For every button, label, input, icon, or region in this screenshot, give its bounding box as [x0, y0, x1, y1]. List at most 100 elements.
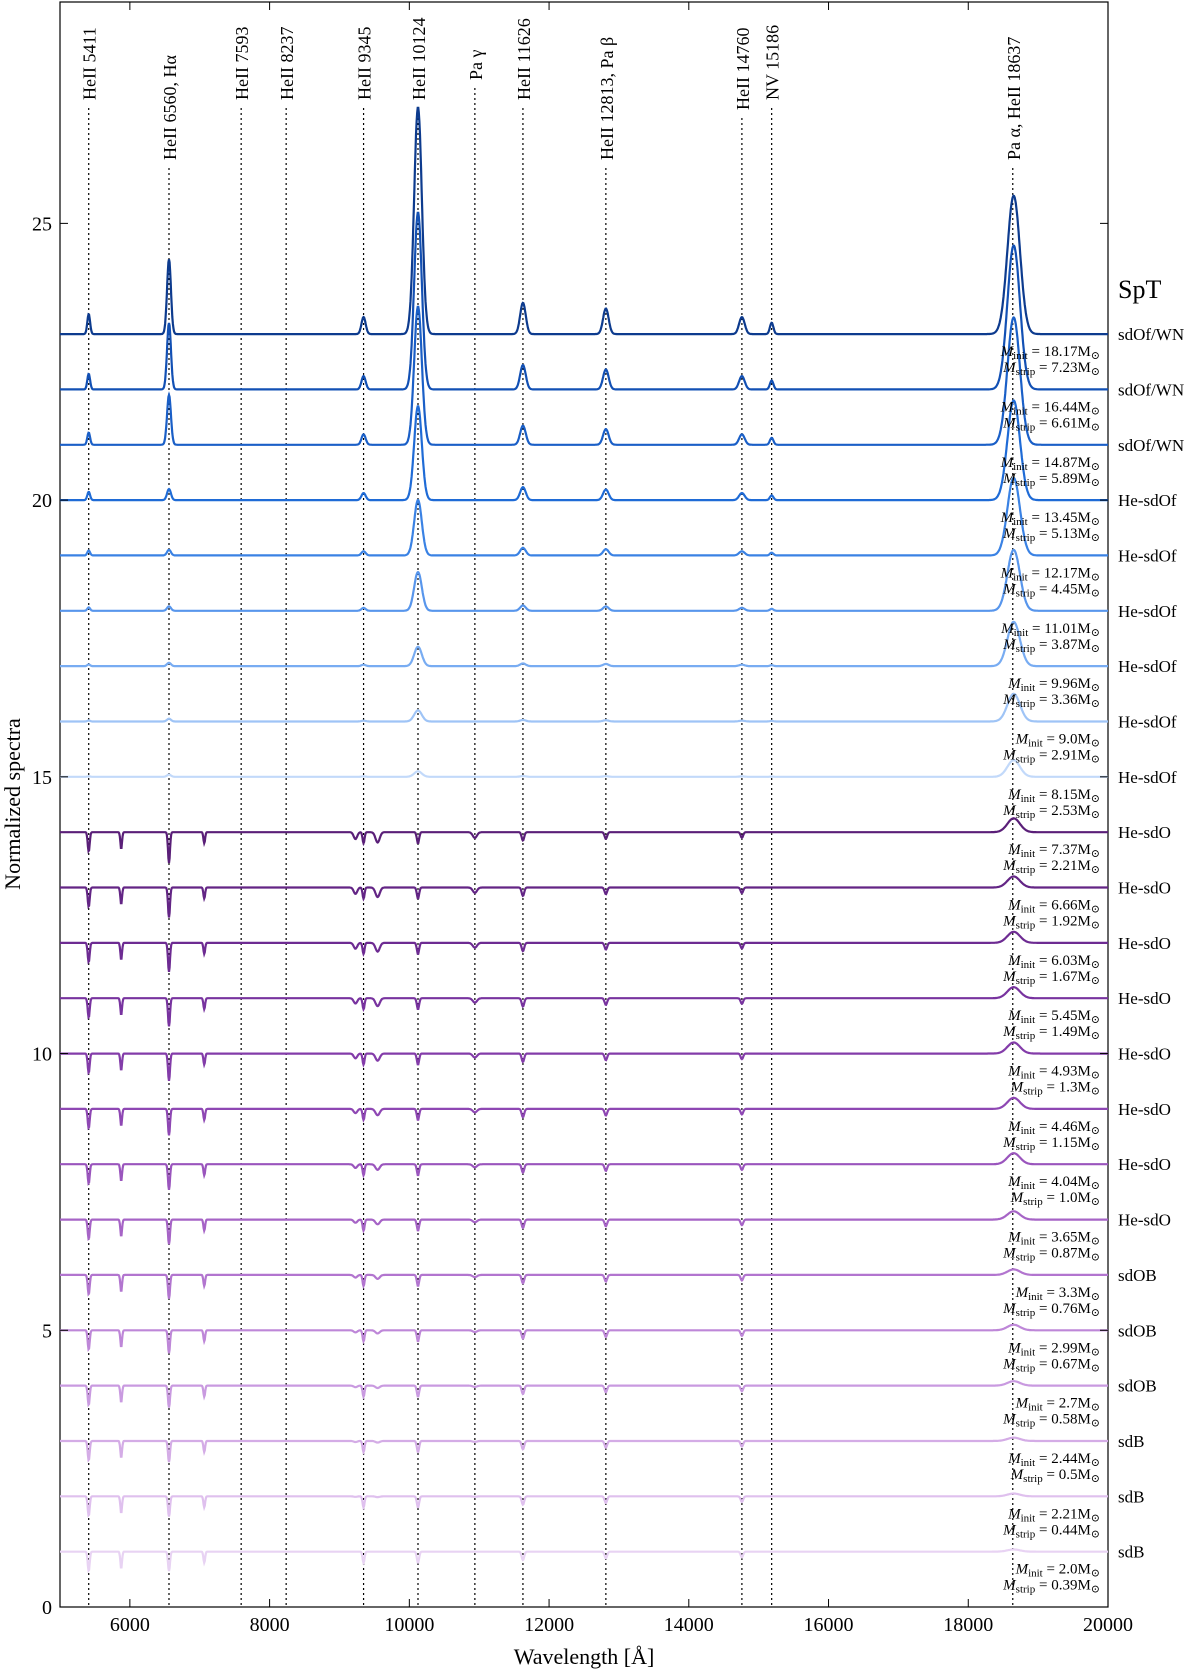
mass-init-label: Minit = 14.87M⊙: [1000, 455, 1100, 473]
x-tick-label: 10000: [384, 1614, 434, 1636]
mass-strip-label: Mstrip = 0.58M⊙: [1002, 1412, 1100, 1430]
spectrum-line: [60, 1152, 1108, 1190]
spectrum-line: [60, 985, 1108, 1027]
spectrum-line: [60, 1096, 1108, 1136]
mass-init-label: Minit = 13.45M⊙: [1000, 510, 1100, 528]
spectral-type-label: He-sdOf: [1118, 491, 1177, 510]
spectrum-line: [60, 305, 1108, 446]
spectral-type-label: sdOB: [1118, 1321, 1157, 1340]
line-marker-label: HeII 10124: [409, 18, 429, 100]
spectrum-line: [60, 106, 1108, 336]
line-marker-label: HeII 7593: [232, 27, 252, 100]
line-markers: HeII 5411 HeII 6560, Hα HeII 7593 HeII 8237…: [80, 18, 1024, 1607]
spectral-type-label: He-sdOf: [1118, 712, 1177, 731]
spectral-type-label: He-sdOf: [1118, 657, 1177, 676]
spectral-type-label: He-sdO: [1118, 1155, 1171, 1174]
mass-strip-label: Mstrip = 1.49M⊙: [1002, 1024, 1100, 1042]
line-marker-label: HeII 12813, Pa β: [597, 37, 617, 160]
spectrum-line: [60, 759, 1108, 778]
line-marker-label: HeII 8237: [277, 27, 297, 100]
spectrum-line: [60, 1210, 1108, 1245]
mass-strip-label: Mstrip = 5.89M⊙: [1002, 471, 1100, 489]
spectral-type-label: sdOB: [1118, 1266, 1157, 1285]
spectrum-line: [60, 692, 1108, 723]
spectral-type-label: sdB: [1118, 1432, 1144, 1451]
y-tick-label: 20: [32, 490, 52, 512]
mass-strip-label: Mstrip = 2.53M⊙: [1002, 803, 1100, 821]
spectrum-line: [60, 817, 1108, 864]
spectral-type-label: He-sdOf: [1118, 602, 1177, 621]
x-tick-label: 16000: [804, 1614, 854, 1636]
line-marker-label: HeII 6560, Hα: [160, 55, 180, 160]
spectral-type-label: He-sdO: [1118, 989, 1171, 1008]
spectral-type-label: sdOf/WN: [1118, 436, 1184, 455]
mass-strip-label: Mstrip = 3.87M⊙: [1002, 637, 1100, 655]
mass-strip-label: Mstrip = 1.92M⊙: [1002, 914, 1100, 932]
mass-strip-label: Mstrip = 5.13M⊙: [1002, 526, 1100, 544]
mass-strip-label: Mstrip = 2.91M⊙: [1002, 747, 1100, 765]
spectral-type-label: sdB: [1118, 1543, 1144, 1562]
mass-strip-label: Mstrip = 1.3M⊙: [1010, 1080, 1100, 1098]
plot-frame: [59, 1, 1109, 1608]
spectrum-line: [60, 1268, 1108, 1299]
spectral-type-label: sdOB: [1118, 1377, 1157, 1396]
spectral-type-label: He-sdO: [1118, 1211, 1171, 1230]
spectrum-line: [60, 1436, 1108, 1463]
spectral-type-label: He-sdOf: [1118, 768, 1177, 787]
mass-init-label: Minit = 2.7M⊙: [1015, 1396, 1100, 1414]
x-tick-label: 14000: [664, 1614, 714, 1636]
line-marker-label: NV 15186: [763, 25, 783, 100]
line-marker-label: Pa α, HeII 18637: [1004, 37, 1024, 160]
spectral-type-label: sdOf/WN: [1118, 325, 1184, 344]
spectrum-line: [60, 1380, 1108, 1408]
y-tick-label: 5: [42, 1320, 52, 1342]
spectrum-line: [60, 620, 1108, 668]
mass-strip-label: Mstrip = 1.0M⊙: [1010, 1190, 1100, 1208]
spectrum-line: [60, 399, 1108, 502]
mass-strip-label: Mstrip = 4.45M⊙: [1002, 581, 1100, 599]
spectral-type-label: sdOf/WN: [1118, 380, 1184, 399]
mass-strip-label: Mstrip = 1.67M⊙: [1002, 969, 1100, 987]
spectrum-line: [60, 476, 1108, 557]
mass-strip-label: Mstrip = 0.39M⊙: [1002, 1578, 1100, 1596]
mass-strip-label: Mstrip = 7.23M⊙: [1002, 360, 1100, 378]
axes-layer: 6000 8000 10000 12000 14000 16000 18000 20000 0 5…: [32, 2, 1133, 1636]
mass-strip-label: Mstrip = 0.76M⊙: [1002, 1301, 1100, 1319]
y-tick-label: 10: [32, 1044, 52, 1066]
mass-strip-label: Mstrip = 3.36M⊙: [1002, 692, 1100, 710]
y-tick-label: 15: [32, 767, 52, 789]
mass-strip-label: Mstrip = 1.15M⊙: [1002, 1135, 1100, 1153]
spectrum-line: [60, 875, 1108, 918]
line-marker-label: HeII 14760: [733, 28, 753, 110]
x-tick-label: 18000: [943, 1614, 993, 1636]
spectral-type-label: He-sdOf: [1118, 546, 1177, 565]
mass-strip-label: Mstrip = 0.5M⊙: [1010, 1467, 1100, 1485]
x-tick-label: 12000: [524, 1614, 574, 1636]
spectrum-line: [60, 1041, 1108, 1081]
line-marker-label: HeII 9345: [355, 27, 375, 100]
y-axis-label: Normalized spectra: [0, 718, 25, 890]
x-axis-label: Wavelength [Å]: [514, 1644, 655, 1669]
spectral-type-label: sdB: [1118, 1487, 1144, 1506]
mass-strip-label: Mstrip = 0.67M⊙: [1002, 1356, 1100, 1374]
x-tick-label: 8000: [250, 1614, 290, 1636]
spectral-type-label: He-sdO: [1118, 879, 1171, 898]
spectrum-line: [60, 211, 1108, 391]
line-marker-label: HeII 11626: [514, 18, 534, 100]
spectral-type-label: He-sdO: [1118, 1045, 1171, 1064]
spectrum-line: [60, 1548, 1108, 1574]
mass-strip-label: Mstrip = 0.44M⊙: [1002, 1522, 1100, 1540]
spectral-type-label: He-sdO: [1118, 1100, 1171, 1119]
spectral-type-label: He-sdO: [1118, 934, 1171, 953]
spectrum-line: [60, 930, 1108, 973]
x-tick-label: 6000: [110, 1614, 150, 1636]
mass-strip-label: Mstrip = 2.21M⊙: [1002, 858, 1100, 876]
mass-init-label: Minit = 12.17M⊙: [1000, 565, 1100, 583]
line-marker-label: HeII 5411: [80, 27, 100, 100]
mass-strip-label: Mstrip = 0.87M⊙: [1002, 1246, 1100, 1264]
y-tick-label: 0: [42, 1597, 52, 1619]
x-tick-label: 20000: [1083, 1614, 1133, 1636]
line-marker-label: Pa γ: [466, 49, 486, 80]
